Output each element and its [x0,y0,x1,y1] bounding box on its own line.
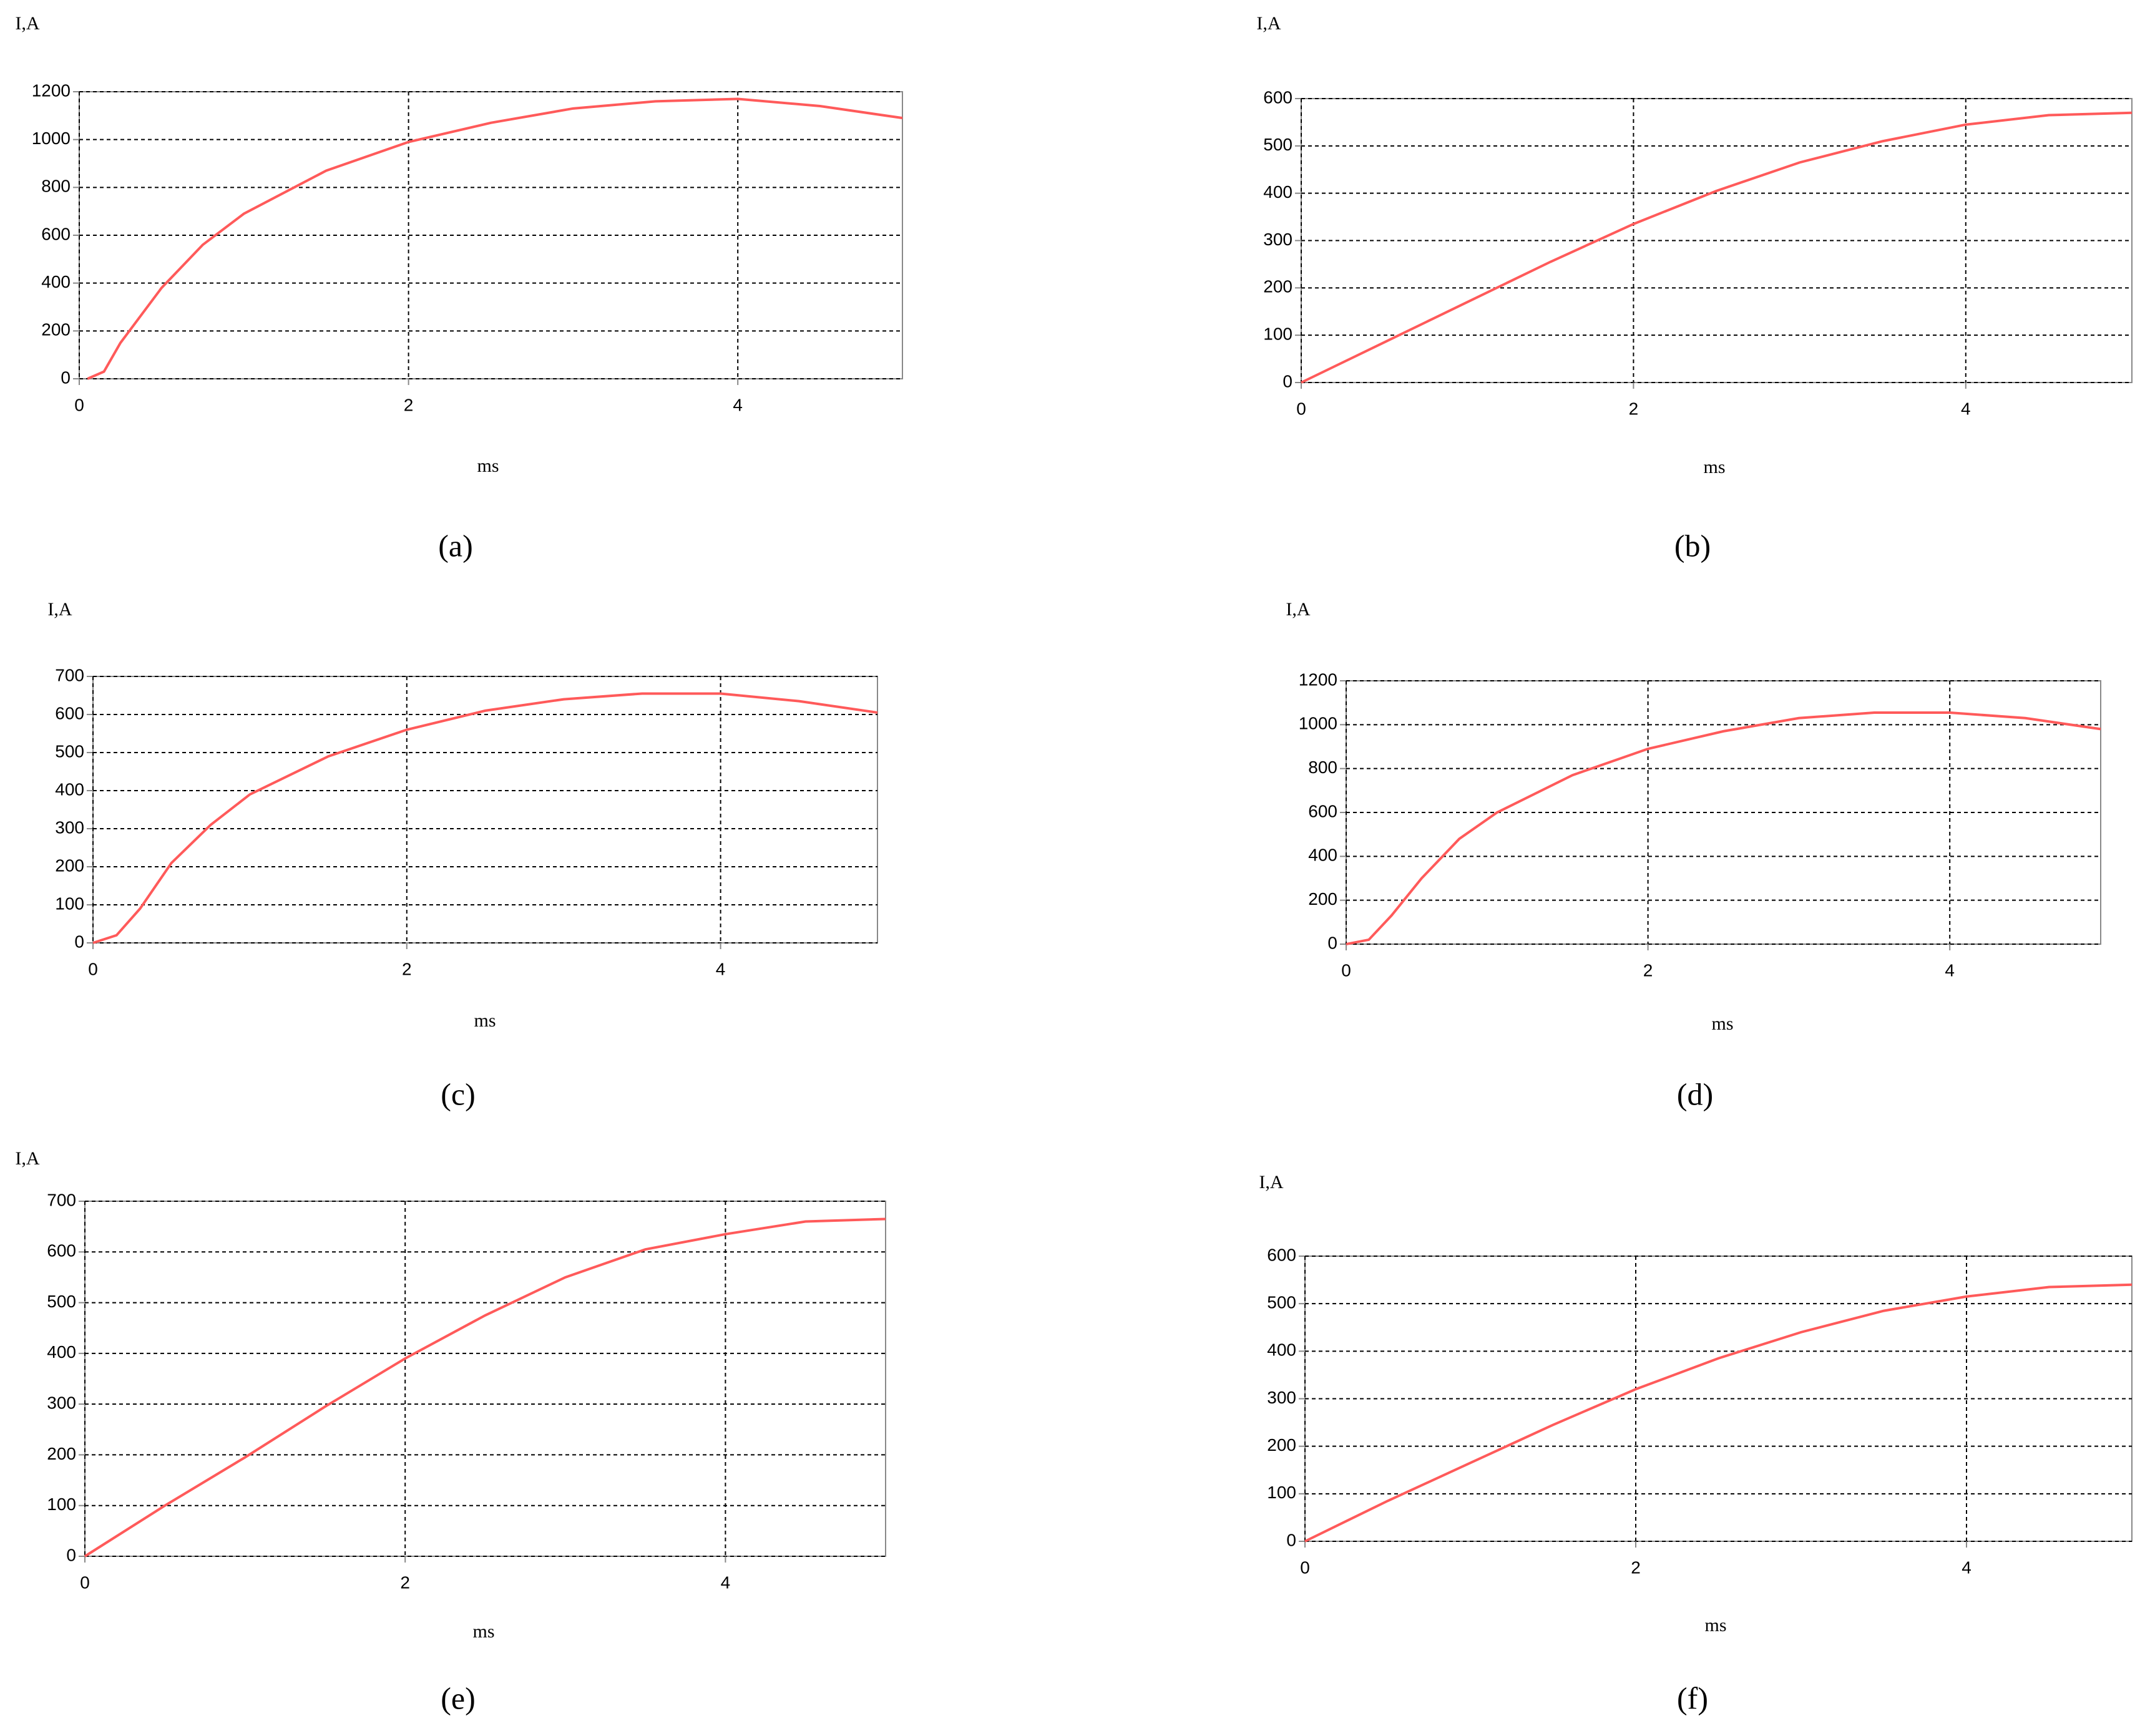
y-tick-label: 0 [74,932,84,951]
x-tick-label: 2 [402,959,412,978]
y-tick-label: 1200 [1299,670,1337,689]
y-tick-label: 100 [47,1495,76,1514]
y-tick-label: 100 [1267,1483,1296,1502]
x-axis-label: ms [474,1010,496,1031]
panel-caption: (d) [1677,1076,1713,1111]
y-tick-label: 500 [55,741,84,761]
y-tick-label: 300 [47,1393,76,1413]
panel-caption: (c) [441,1076,476,1111]
y-tick-label: 500 [1263,135,1292,154]
y-tick-label: 200 [41,320,71,339]
y-tick-label: 0 [1286,1530,1296,1549]
x-tick-label: 4 [1962,1558,1972,1577]
y-tick-label: 600 [1308,801,1337,821]
y-tick-label: 200 [1263,277,1292,296]
x-tick-label: 2 [1643,960,1653,980]
y-tick-label: 0 [66,1545,76,1564]
current-line [1301,111,2133,384]
x-tick-label: 4 [716,959,726,978]
y-tick-label: 600 [41,224,71,243]
y-tick-label: 300 [1267,1388,1296,1407]
x-tick-label: 4 [1945,960,1955,980]
x-axis-label: ms [1711,1013,1733,1034]
y-tick-label: 200 [55,856,84,875]
y-tick-label: 1000 [1299,714,1337,733]
y-tick-label: 200 [1267,1435,1296,1455]
y-tick-label: 0 [1327,933,1337,952]
current-line [92,692,878,944]
x-axis-label: ms [1703,457,1725,477]
panel-caption: (e) [441,1680,476,1715]
x-tick-label: 0 [74,395,84,414]
y-tick-label: 400 [1308,846,1337,865]
y-tick-label: 600 [1267,1245,1296,1264]
y-tick-label: 500 [47,1292,76,1311]
panel-caption: (b) [1674,528,1711,563]
y-tick-label: 800 [41,177,71,196]
x-axis-label: ms [477,456,499,476]
y-axis-label: I,A [1259,1172,1283,1192]
y-axis-label: I,A [15,13,39,34]
x-axis-label: ms [1704,1615,1726,1636]
y-axis-label: I,A [1286,599,1310,620]
x-tick-label: 0 [1341,960,1351,980]
y-tick-label: 600 [1263,87,1292,107]
y-axis-label: I,A [15,1148,39,1169]
current-line [87,97,903,380]
y-tick-label: 0 [61,368,71,387]
plot-frame [92,676,878,944]
x-tick-label: 0 [88,959,98,978]
y-tick-label: 100 [55,894,84,913]
y-tick-label: 800 [1308,758,1337,777]
y-tick-label: 1000 [32,129,71,148]
x-tick-label: 0 [1300,1558,1310,1577]
y-tick-label: 0 [1283,371,1292,391]
y-tick-label: 200 [1308,889,1337,909]
x-tick-label: 4 [721,1573,731,1592]
y-tick-label: 400 [41,272,71,291]
x-tick-label: 2 [404,395,414,414]
panel-caption: (f) [1677,1680,1708,1715]
x-tick-label: 2 [1629,399,1639,418]
current-line [1304,1283,2133,1543]
x-axis-label: ms [472,1621,494,1642]
y-tick-label: 700 [55,665,84,685]
x-tick-label: 4 [1961,399,1971,418]
plot-frame [79,91,903,379]
current-line [1346,711,2101,945]
panel-caption: (a) [438,528,473,563]
y-tick-label: 700 [47,1190,76,1209]
y-tick-label: 300 [55,817,84,837]
x-tick-label: 4 [733,395,743,414]
y-tick-label: 400 [47,1342,76,1362]
y-tick-label: 200 [47,1444,76,1463]
y-tick-label: 1200 [32,80,71,100]
y-axis-label: I,A [1256,13,1281,34]
y-tick-label: 600 [55,703,84,723]
y-tick-label: 100 [1263,324,1292,344]
y-tick-label: 500 [1267,1293,1296,1312]
y-axis-label: I,A [47,599,72,620]
current-line [84,1217,886,1558]
y-tick-label: 300 [1263,230,1292,249]
x-tick-label: 0 [1296,399,1306,418]
y-tick-label: 400 [55,779,84,799]
x-tick-label: 2 [1631,1558,1641,1577]
plot-frame [84,1201,886,1557]
x-tick-label: 0 [80,1573,90,1592]
x-tick-label: 2 [400,1573,410,1592]
y-tick-label: 400 [1267,1340,1296,1360]
y-tick-label: 400 [1263,182,1292,202]
y-tick-label: 600 [47,1241,76,1261]
